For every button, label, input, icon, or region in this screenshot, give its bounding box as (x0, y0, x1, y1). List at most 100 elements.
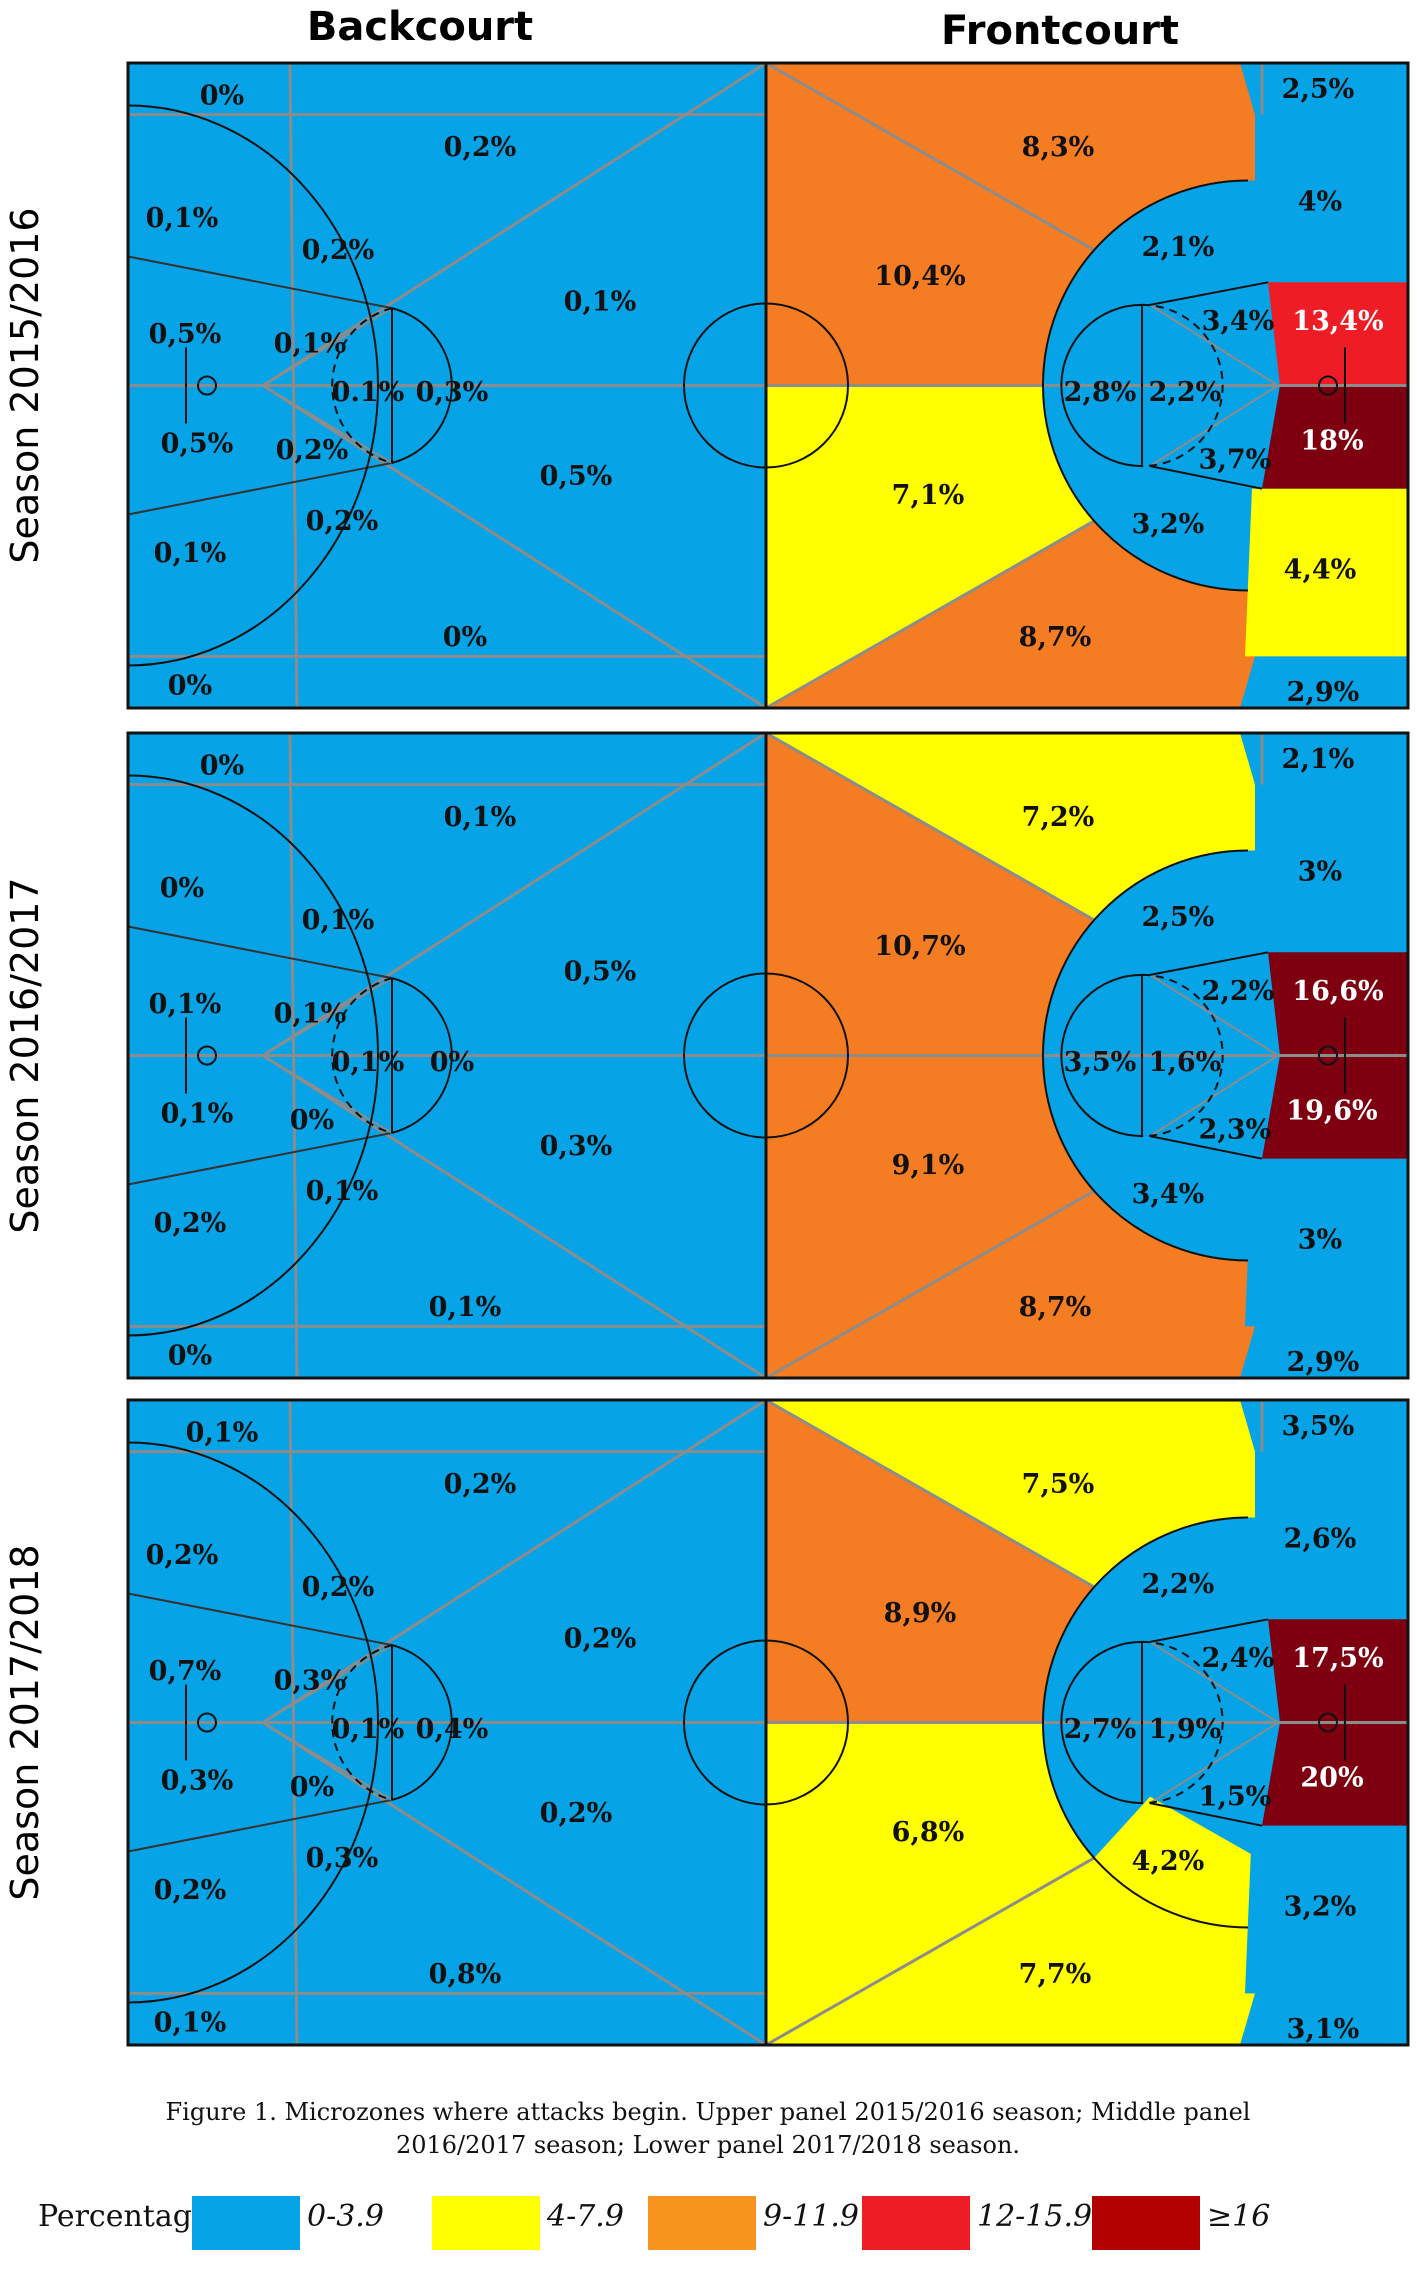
figure-caption-line-2: 2016/2017 season; Lower panel 2017/2018 … (396, 2131, 1020, 2159)
legend-title: Percentage (38, 2199, 210, 2234)
zone-value-f-wu: 4% (1298, 187, 1342, 218)
court-panels: Season 2015/2016 0% 0% 0,1% 0,1% 0,5% 0,5% 0,2%… (3, 61, 1410, 2047)
zone-value-b-top: 0% (200, 750, 244, 781)
zone-value-f-wl: 3,2% (1284, 1891, 1357, 1922)
zone-value-f-bot: 2,9% (1287, 1347, 1360, 1378)
zone-value-f-cnl: 20% (1300, 1762, 1363, 1793)
legend-swatch (192, 2196, 300, 2250)
zone-f-bottom-outer (766, 520, 1255, 708)
zone-value-b-top: 0% (200, 80, 244, 111)
zone-value-b-au: 0,2% (302, 1572, 375, 1603)
zone-value-f-wu: 2,6% (1284, 1524, 1357, 1555)
zone-value-f-kc: 2,2% (1149, 377, 1222, 408)
zone-value-b-al: 0,1% (306, 1176, 379, 1207)
zone-value-f-tu: 7,5% (1022, 1469, 1095, 1500)
zone-value-f-kf: 2,7% (1064, 1714, 1137, 1745)
zone-value-b-mu: 0,2% (564, 1624, 637, 1655)
zone-value-b-ul: 0% (160, 873, 204, 904)
zone-value-b-lll: 0,3% (161, 1766, 234, 1797)
zone-value-f-cl: 2,3% (1199, 1115, 1272, 1146)
zone-value-b-bot: 0% (168, 670, 212, 701)
zone-value-f-mu: 10,7% (874, 931, 965, 962)
legend-item: 12-15.9 (862, 2196, 1092, 2250)
zone-value-f-tl: 8,7% (1019, 622, 1092, 653)
zone-f-bottom-outer (766, 1190, 1255, 1378)
zone-value-f-top: 2,5% (1282, 74, 1355, 105)
zone-value-f-kf: 2,8% (1064, 377, 1137, 408)
zone-value-b-dc: 0,1% (332, 1714, 405, 1745)
zone-value-f-au: 2,5% (1142, 902, 1215, 933)
zone-f-top-middle (766, 733, 1095, 1056)
zone-f-center-lower (1262, 1055, 1408, 1159)
zone-value-b-ul: 0,2% (146, 1540, 219, 1571)
zone-value-b-ku: 0,1% (274, 329, 347, 360)
zone-f-arc-lower (1094, 1129, 1258, 1261)
zone-value-f-tl: 7,7% (1019, 1959, 1092, 1990)
zone-value-f-cnu: 16,6% (1292, 976, 1383, 1007)
zone-value-f-kc: 1,9% (1149, 1714, 1222, 1745)
zone-value-b-kf: 0,3% (416, 377, 489, 408)
zone-value-b-mu: 0,1% (564, 287, 637, 318)
zone-value-f-bot: 3,1% (1287, 2014, 1360, 2045)
figure-caption-line-1: Figure 1. Microzones where attacks begin… (166, 2098, 1251, 2126)
zone-value-b-dc: 0.1% (332, 377, 405, 408)
legend-item: 4-7.9 (432, 2196, 624, 2250)
zone-value-b-tu: 0,2% (444, 1469, 517, 1500)
zone-value-b-ml: 0,2% (540, 1798, 613, 1829)
zone-value-f-bot: 2,9% (1287, 677, 1360, 708)
zone-value-f-au: 2,2% (1142, 1569, 1215, 1600)
zone-value-f-cnu: 17,5% (1292, 1643, 1383, 1674)
zone-value-f-top: 2,1% (1282, 744, 1355, 775)
zone-value-b-tl: 0,1% (429, 1292, 502, 1323)
zone-value-f-tu: 7,2% (1022, 802, 1095, 833)
zone-value-b-kf: 0% (430, 1047, 474, 1078)
zone-value-b-lul: 0,5% (149, 319, 222, 350)
legend-item: 0-3.9 (192, 2196, 384, 2250)
zone-value-b-ku: 0,3% (274, 1666, 347, 1697)
zone-f-top-outer (766, 1400, 1255, 1588)
zone-value-b-ml: 0,5% (540, 461, 613, 492)
zone-value-f-cnu: 13,4% (1292, 306, 1383, 337)
zone-value-b-ml: 0,3% (540, 1131, 613, 1162)
zone-value-b-al: 0,3% (306, 1843, 379, 1874)
court-panel-3: Season 2017/2018 0,1% 0,1% 0,2% 0,2% 0,7% 0,3%… (3, 1398, 1410, 2047)
zone-value-b-top: 0,1% (186, 1417, 259, 1448)
season-label: Season 2016/2017 (3, 877, 47, 1233)
zone-f-center-lower (1262, 385, 1408, 489)
zone-value-b-au: 0,1% (302, 905, 375, 936)
zone-value-b-ku: 0,1% (274, 999, 347, 1030)
zone-value-f-tu: 8,3% (1022, 132, 1095, 163)
legend-item: ≥16 (1092, 2196, 1270, 2250)
legend-label: 0-3.9 (307, 2199, 384, 2234)
zone-value-f-al: 3,2% (1132, 509, 1205, 540)
zone-value-b-dc: 0,1% (332, 1047, 405, 1078)
zone-f-center-lower (1262, 1722, 1408, 1826)
zone-value-b-tu: 0,1% (444, 802, 517, 833)
zone-value-f-cu: 2,4% (1202, 1643, 1275, 1674)
zone-value-b-lul: 0,7% (149, 1656, 222, 1687)
zone-value-b-au: 0,2% (302, 235, 375, 266)
zone-f-wing-lower (1245, 1825, 1408, 1994)
season-label: Season 2015/2016 (3, 207, 47, 563)
zone-value-b-kl: 0% (290, 1772, 334, 1803)
legend-swatch (648, 2196, 756, 2250)
zone-f-wing-lower (1245, 488, 1408, 657)
zone-value-f-cu: 2,2% (1202, 976, 1275, 1007)
legend-item: 9-11.9 (648, 2196, 859, 2250)
zone-value-b-lll: 0,1% (161, 1099, 234, 1130)
zone-value-f-wl: 3% (1298, 1224, 1342, 1255)
court-panel-1: Season 2015/2016 0% 0% 0,1% 0,1% 0,5% 0,5% 0,2%… (3, 61, 1410, 710)
zone-f-center-upper (1268, 1619, 1408, 1723)
zone-value-b-kl: 0% (290, 1105, 334, 1136)
zone-value-f-cl: 3,7% (1199, 445, 1272, 476)
zone-f-center-upper (1268, 282, 1408, 386)
zone-value-f-cnl: 18% (1300, 425, 1363, 456)
zone-f-wing-lower (1245, 1158, 1408, 1327)
legend-swatch (1092, 2196, 1200, 2250)
frontcourt-header: Frontcourt (941, 8, 1179, 54)
zone-value-b-ll: 0,1% (154, 538, 227, 569)
zone-value-b-bot: 0% (168, 1340, 212, 1371)
zone-f-bottom-middle (766, 1055, 1095, 1378)
zone-f-top-outer (766, 733, 1255, 921)
zone-value-f-wl: 4,4% (1284, 554, 1357, 585)
